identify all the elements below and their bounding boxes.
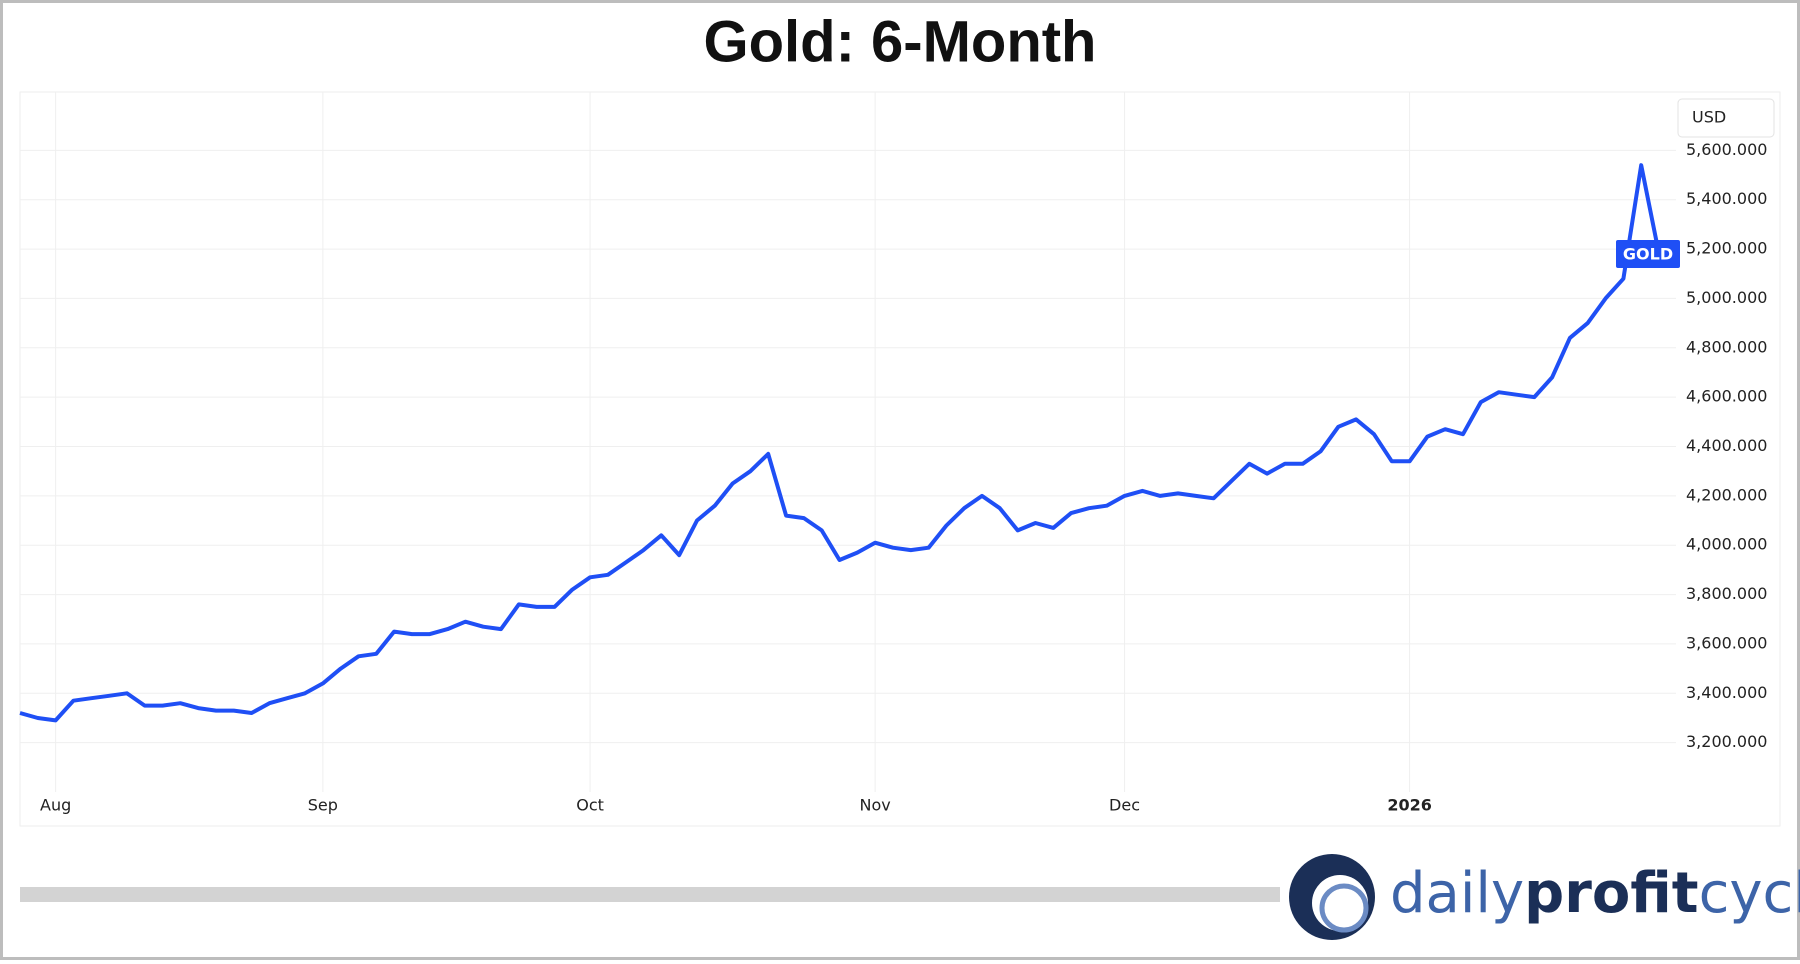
line — [19, 163, 1661, 723]
y-tick-label: 5,000.000 — [1686, 288, 1767, 307]
brand-part: cycle — [1699, 861, 1800, 926]
plot-frame — [19, 91, 1781, 827]
logo — [1289, 854, 1375, 940]
y-tick-label: 4,000.000 — [1686, 535, 1767, 554]
x-tick-label: Oct — [576, 796, 604, 815]
y-tick-label: 5,400.000 — [1686, 189, 1767, 208]
y-tick-label: 5,600.000 — [1686, 140, 1767, 159]
series-label: GOLD — [1623, 245, 1673, 264]
x-tick-label: Aug — [40, 796, 71, 815]
y-tick-label: 3,400.000 — [1686, 683, 1767, 702]
brand: dailyprofitcycle — [1390, 861, 1800, 926]
y-tick-label: 4,400.000 — [1686, 436, 1767, 455]
grid — [20, 92, 1676, 792]
y-tick-label: 5,200.000 — [1686, 239, 1767, 258]
brand-part: profit — [1524, 861, 1698, 926]
chart-title: Gold: 6-Month — [703, 9, 1096, 74]
y-tick-label: 3,200.000 — [1686, 732, 1767, 751]
brand-part: daily — [1390, 861, 1524, 926]
x-tick-label: Sep — [308, 796, 338, 815]
y-tick-label: 4,600.000 — [1686, 387, 1767, 406]
x-tick-label: Nov — [860, 796, 891, 815]
y-tick-label: 3,600.000 — [1686, 633, 1767, 652]
y-tick-label: 4,800.000 — [1686, 337, 1767, 356]
y-tick-label: 4,200.000 — [1686, 485, 1767, 504]
y-tick-label: 3,800.000 — [1686, 584, 1767, 603]
x-tick-label: Dec — [1109, 796, 1140, 815]
series-badge — [1616, 240, 1680, 269]
x-tick-label: 2026 — [1387, 796, 1432, 815]
logo-ring — [1319, 883, 1369, 933]
y-axis-unit: USD — [1692, 108, 1726, 127]
unit-box — [1677, 98, 1775, 138]
scroll-bar — [20, 887, 1280, 902]
